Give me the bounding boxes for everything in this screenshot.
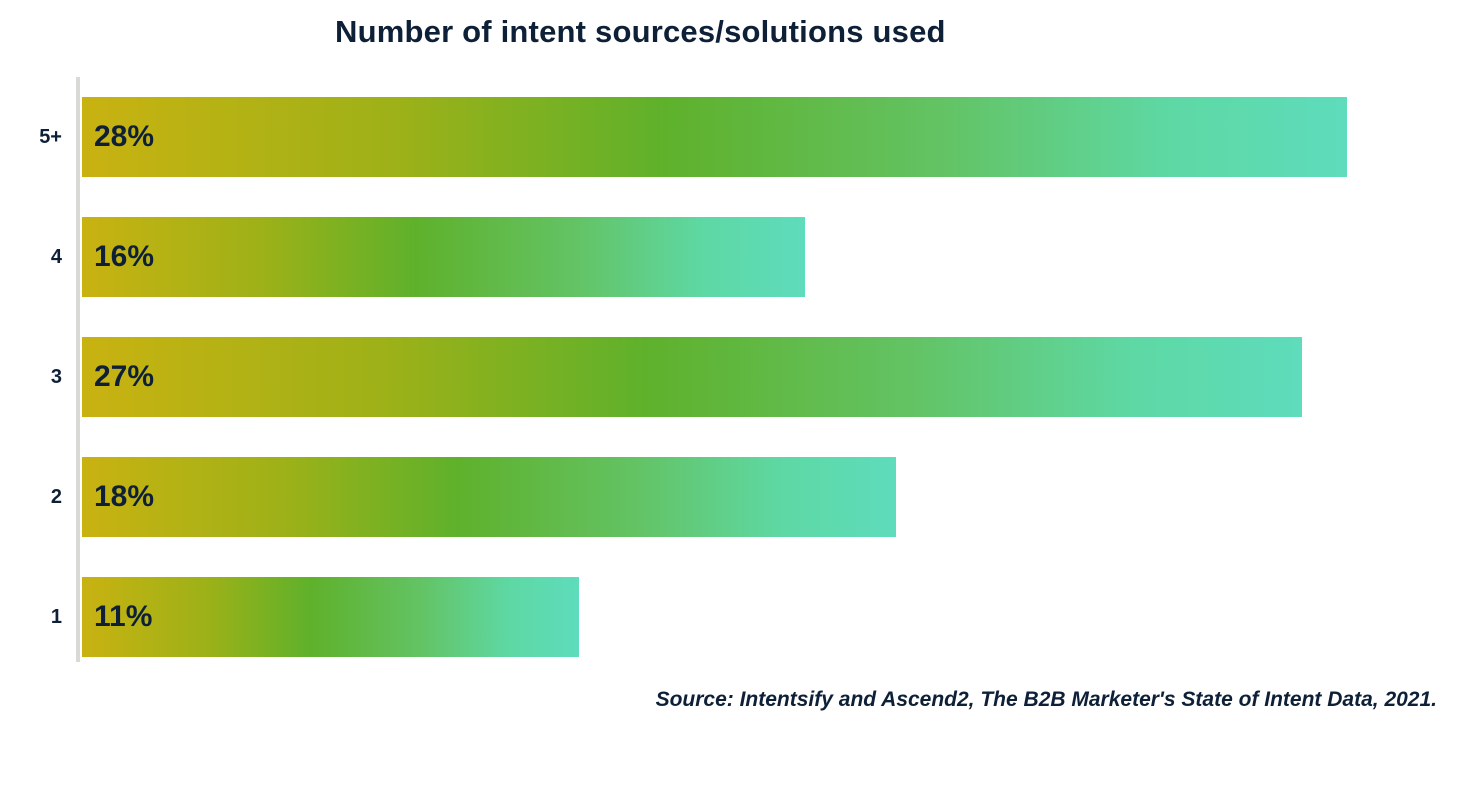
bar: 18% [82,457,896,537]
bar-row: 1 11% [51,577,1474,657]
bar: 11% [82,577,580,657]
category-label: 4 [50,245,62,268]
bar: 27% [82,337,1303,417]
value-label: 27% [94,360,155,393]
category-label: 1 [50,605,62,628]
bar-row: 4 16% [51,217,1474,297]
y-axis-line [76,77,80,662]
bar: 16% [82,217,806,297]
chart-title: Number of intent sources/solutions used [335,14,946,49]
bars-container: 5+ 28% 4 16% 3 27% 2 18% 1 11% [39,97,1474,657]
bar-row: 3 27% [51,337,1474,417]
category-label: 3 [50,365,62,388]
bar: 28% [82,97,1348,177]
value-label: 16% [94,240,155,273]
category-label: 5+ [39,125,62,148]
value-label: 11% [94,600,153,633]
category-label: 2 [50,485,62,508]
value-label: 18% [94,480,155,513]
value-label: 28% [94,120,155,153]
bar-row: 5+ 28% [39,97,1474,177]
bar-row: 2 18% [51,457,1474,537]
source-citation: Source: Intentsify and Ascend2, The B2B … [655,688,1437,711]
plot-area: 5+ 28% 4 16% 3 27% 2 18% 1 11% [39,77,1474,662]
